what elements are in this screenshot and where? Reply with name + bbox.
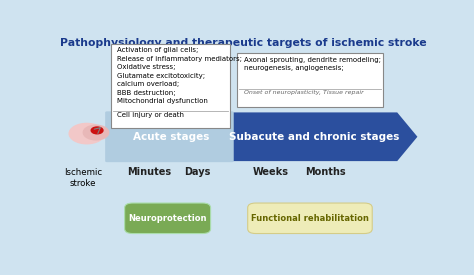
Text: Months: Months xyxy=(305,167,346,177)
Text: Pathophysiology and therapeutic targets of ischemic stroke: Pathophysiology and therapeutic targets … xyxy=(60,38,426,48)
Text: Onset of neuroplasticity, Tissue repair: Onset of neuroplasticity, Tissue repair xyxy=(244,90,364,95)
Text: Axonal sprouting, dendrite remodeling;
neurogenesis, angiogenesis;: Axonal sprouting, dendrite remodeling; n… xyxy=(244,57,381,71)
Polygon shape xyxy=(107,112,232,161)
Text: Days: Days xyxy=(184,167,210,177)
Text: Minutes: Minutes xyxy=(127,167,171,177)
Text: Acute stages: Acute stages xyxy=(133,132,210,142)
Text: Subacute and chronic stages: Subacute and chronic stages xyxy=(229,132,400,142)
Text: Functional rehabilitation: Functional rehabilitation xyxy=(251,214,369,223)
Polygon shape xyxy=(232,112,418,161)
Text: Cell injury or death: Cell injury or death xyxy=(117,112,184,119)
FancyBboxPatch shape xyxy=(125,203,210,233)
Text: Weeks: Weeks xyxy=(253,167,289,177)
FancyBboxPatch shape xyxy=(110,43,230,128)
FancyBboxPatch shape xyxy=(105,111,234,162)
Text: Ischemic
stroke: Ischemic stroke xyxy=(64,168,102,188)
Text: Activation of glial cells;
Release of inflammatory mediators;
Oxidative stress;
: Activation of glial cells; Release of in… xyxy=(117,47,242,104)
Text: Neuroprotection: Neuroprotection xyxy=(128,214,207,223)
Circle shape xyxy=(83,125,109,140)
Circle shape xyxy=(69,123,104,144)
FancyBboxPatch shape xyxy=(237,53,383,107)
Circle shape xyxy=(91,127,103,134)
FancyBboxPatch shape xyxy=(248,203,372,233)
